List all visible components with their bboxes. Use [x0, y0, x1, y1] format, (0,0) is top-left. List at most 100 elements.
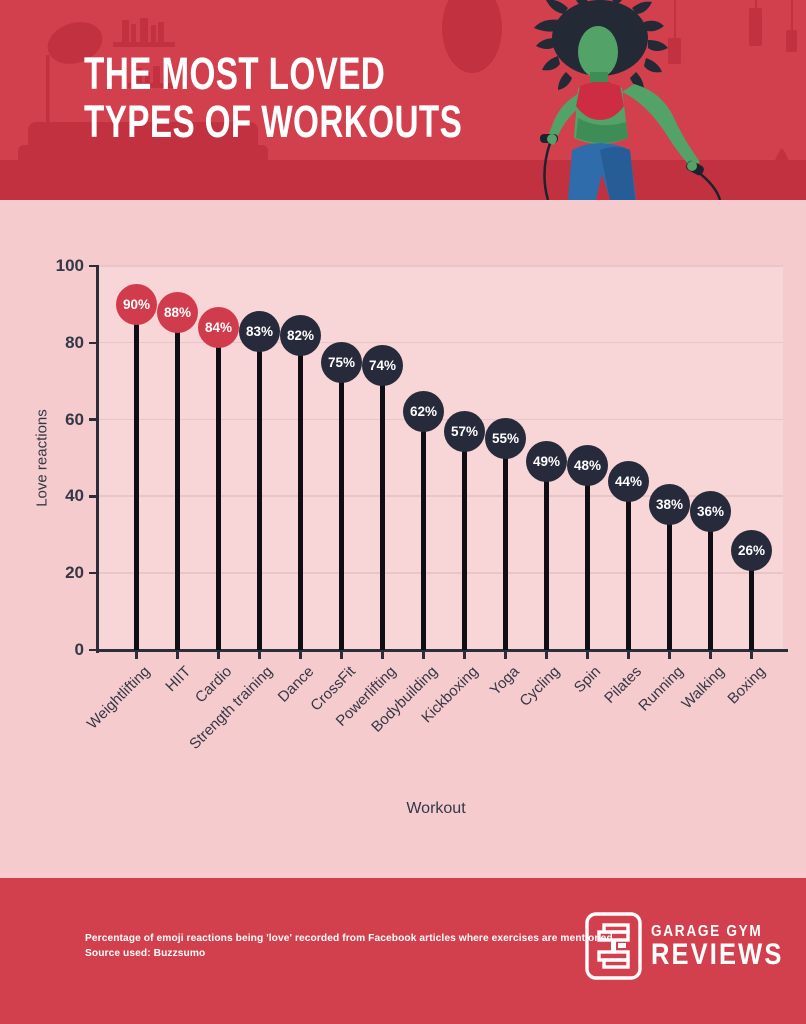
lollipop-dot: 83% [239, 310, 280, 352]
logo-text: GARAGE GYM REVIEWS [651, 923, 783, 970]
dumbbell-icon [585, 912, 642, 980]
x-tick [422, 652, 425, 659]
x-tick [668, 652, 671, 659]
logo-line-reviews: REVIEWS [651, 937, 784, 971]
gym-room-silhouette [0, 0, 806, 200]
category-label: Running [634, 663, 687, 715]
x-tick [381, 652, 384, 659]
x-tick [299, 652, 302, 659]
y-tick [89, 495, 97, 498]
lollipop-stem [298, 335, 303, 650]
lollipop-dot: 75% [321, 341, 362, 383]
category-label: Weightlifting [83, 663, 154, 733]
value-label: 48% [573, 458, 602, 474]
lollipop-stem [626, 481, 631, 650]
lollipop-dot: 49% [526, 441, 567, 483]
lollipop-dot: 82% [280, 314, 321, 356]
value-label: 57% [450, 423, 479, 439]
y-tick [89, 572, 97, 575]
value-label: 74% [368, 358, 397, 374]
y-tick [89, 418, 97, 421]
value-label: 83% [245, 323, 274, 339]
y-tick [89, 264, 97, 268]
x-tick [463, 652, 466, 659]
x-axis-line [95, 649, 788, 653]
lollipop-dot: 84% [198, 306, 239, 348]
value-label: 84% [204, 319, 233, 335]
lollipop-dot: 26% [731, 529, 772, 571]
lollipop-dot: 55% [485, 418, 526, 460]
value-label: 55% [491, 431, 520, 447]
x-tick [627, 652, 630, 659]
lollipop-dot: 57% [444, 410, 485, 452]
jump-rope-woman-illustration [534, 0, 722, 200]
source-note-line-2: Source used: Buzzsumo [85, 947, 206, 959]
x-tick [750, 652, 753, 659]
value-label: 26% [737, 542, 766, 558]
y-tick-label: 0 [74, 640, 84, 659]
category-label: Walking [678, 663, 728, 713]
lollipop-stem [503, 438, 508, 650]
x-tick [135, 652, 138, 659]
x-tick [340, 652, 343, 659]
y-tick-label: 100 [55, 256, 84, 275]
garage-gym-reviews-logo: GARAGE GYM REVIEWS [585, 912, 806, 980]
value-label: 38% [655, 496, 684, 512]
x-tick [709, 652, 712, 659]
lollipop-stem [421, 411, 426, 650]
gridline [97, 495, 783, 497]
category-label: Boxing [724, 663, 769, 708]
x-tick [176, 652, 179, 659]
title-line-2: TYPES OF WORKOUTS [84, 96, 463, 147]
lollipop-dot: 48% [567, 445, 608, 487]
lollipop-stem [667, 504, 672, 650]
lollipop-dot: 36% [690, 491, 731, 533]
lollipop-stem [462, 431, 467, 650]
lollipop-dot: 74% [362, 345, 403, 387]
logo-line-garage-gym: GARAGE GYM [651, 922, 763, 940]
value-label: 82% [286, 327, 315, 343]
x-tick [258, 652, 261, 659]
x-tick [504, 652, 507, 659]
lollipop-stem [339, 362, 344, 650]
y-tick-label: 40 [65, 486, 84, 506]
lollipop-stem [134, 304, 139, 650]
page-title: THE MOST LOVED TYPES OF WORKOUTS [84, 50, 462, 146]
value-label: 88% [163, 304, 192, 320]
lollipop-stem [544, 461, 549, 650]
value-label: 36% [696, 504, 725, 520]
header-banner: THE MOST LOVED TYPES OF WORKOUTS [0, 0, 806, 200]
gridline [97, 265, 783, 267]
value-label: 49% [532, 454, 561, 470]
y-tick-label: 60 [65, 409, 84, 429]
x-tick [586, 652, 589, 659]
source-note-line-1: Percentage of emoji reactions being 'lov… [85, 932, 616, 944]
lollipop-dot: 38% [649, 483, 690, 525]
lollipop-stem [216, 327, 221, 650]
category-label: Yoga [486, 663, 523, 699]
lollipop-dot: 62% [403, 391, 444, 433]
gridline [97, 572, 783, 574]
lollipop-stem [380, 365, 385, 650]
y-tick-label: 20 [65, 563, 84, 583]
lollipop-stem [749, 550, 754, 650]
footer-banner: Percentage of emoji reactions being 'lov… [0, 878, 806, 1024]
y-tick [89, 648, 97, 652]
lollipop-stem [708, 511, 713, 650]
lollipop-dot: 90% [116, 283, 157, 325]
y-tick-label: 80 [65, 332, 84, 352]
lollipop-stem [257, 331, 262, 650]
value-label: 62% [409, 404, 438, 420]
value-label: 44% [614, 473, 643, 489]
y-tick [89, 341, 97, 344]
gridline [97, 341, 783, 344]
y-axis-line [95, 265, 99, 653]
title-line-1: THE MOST LOVED [84, 48, 386, 99]
chart-panel: Love reactions Workout 0 20 40 60 80 100 90% We… [0, 200, 806, 878]
lollipop-dot: 44% [608, 460, 649, 502]
x-tick [217, 652, 220, 659]
category-label: HIIT [162, 663, 195, 696]
category-label: Cycling [516, 663, 564, 710]
lollipop-dot: 88% [157, 291, 198, 333]
